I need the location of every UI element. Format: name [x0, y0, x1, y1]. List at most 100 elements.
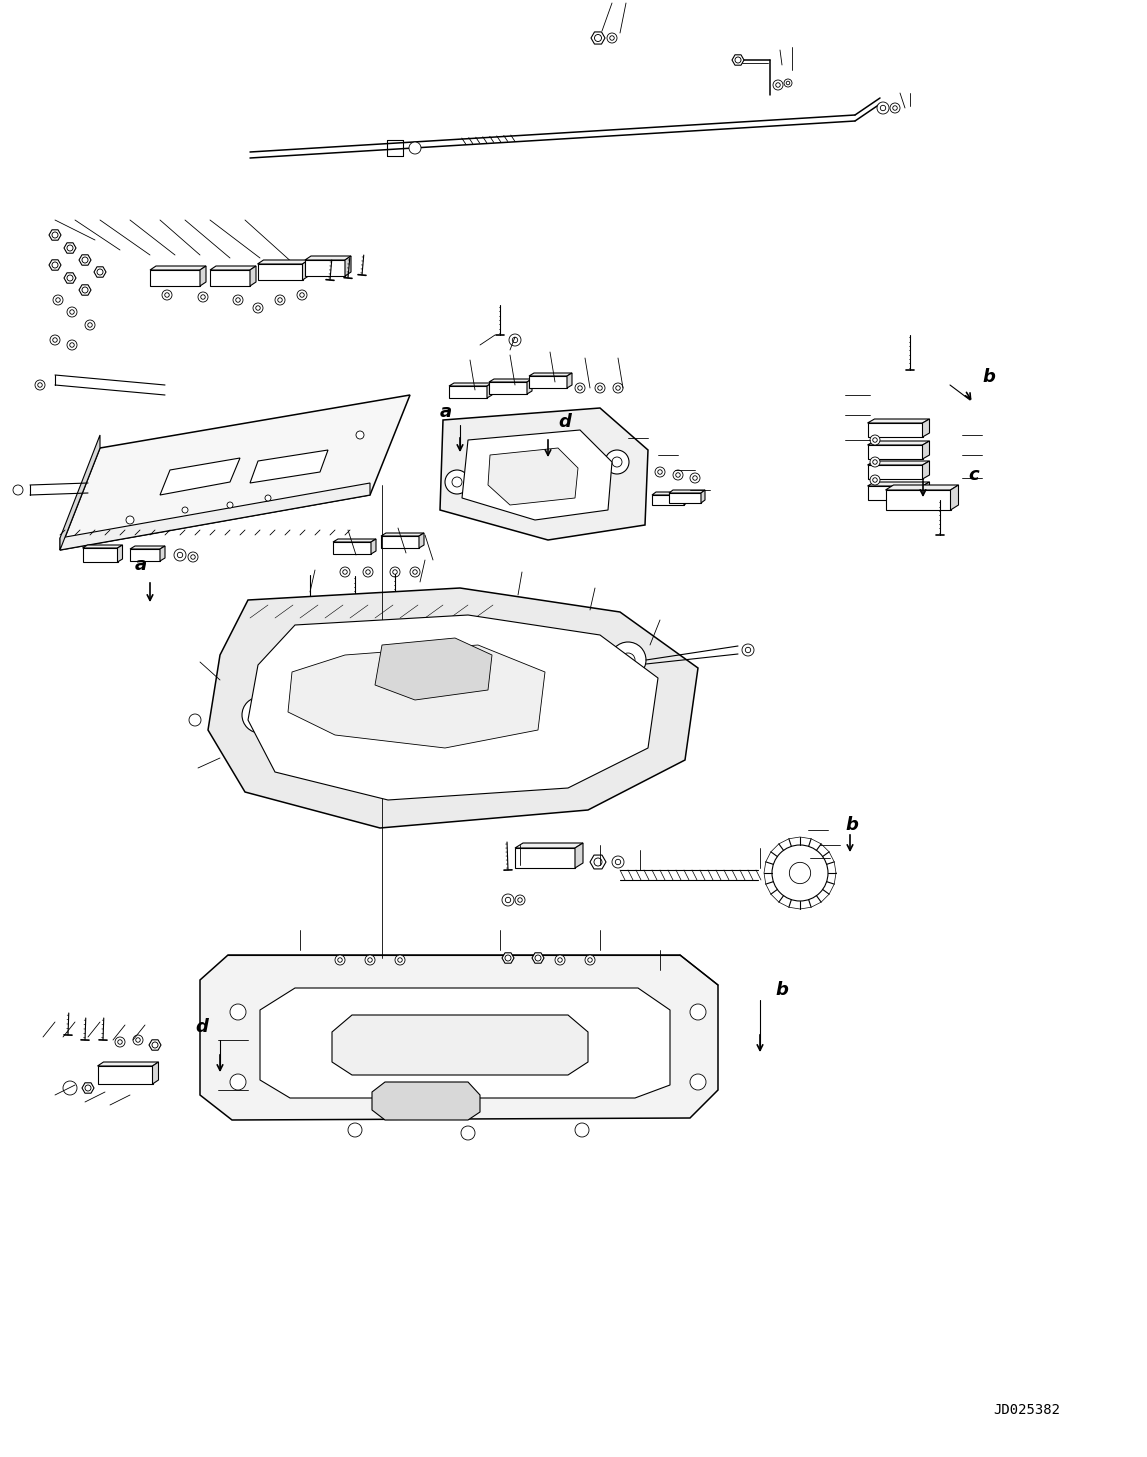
Text: a: a [135, 557, 147, 574]
Polygon shape [922, 420, 929, 437]
Polygon shape [515, 848, 575, 868]
Polygon shape [305, 256, 351, 259]
Polygon shape [867, 444, 922, 459]
Circle shape [612, 383, 623, 393]
Polygon shape [489, 379, 532, 382]
Circle shape [135, 1037, 140, 1042]
Circle shape [655, 468, 665, 476]
Circle shape [690, 1074, 707, 1090]
Circle shape [340, 567, 350, 577]
Circle shape [615, 860, 621, 864]
Circle shape [594, 858, 602, 865]
Polygon shape [81, 1083, 94, 1093]
Circle shape [362, 567, 373, 577]
Circle shape [67, 339, 77, 350]
Polygon shape [372, 1083, 479, 1120]
Polygon shape [419, 533, 424, 548]
Circle shape [242, 696, 278, 733]
Text: d: d [557, 412, 571, 431]
Text: b: b [775, 981, 788, 1000]
Circle shape [676, 472, 680, 478]
Polygon shape [669, 490, 705, 492]
Circle shape [506, 898, 510, 903]
Circle shape [366, 570, 370, 574]
Circle shape [786, 82, 790, 85]
Circle shape [555, 954, 565, 965]
Polygon shape [381, 533, 424, 536]
Polygon shape [49, 259, 61, 270]
Circle shape [153, 1042, 158, 1048]
Polygon shape [159, 546, 165, 561]
Circle shape [515, 895, 525, 905]
Polygon shape [333, 539, 376, 542]
Circle shape [56, 297, 61, 302]
Circle shape [673, 471, 682, 479]
Circle shape [610, 643, 646, 678]
Polygon shape [210, 270, 250, 286]
Circle shape [621, 653, 635, 667]
Circle shape [50, 335, 60, 345]
Polygon shape [922, 441, 929, 459]
Circle shape [118, 1040, 123, 1045]
Polygon shape [701, 490, 705, 503]
Circle shape [610, 36, 615, 41]
Circle shape [337, 957, 342, 962]
Polygon shape [149, 1040, 161, 1050]
Polygon shape [440, 408, 648, 541]
Circle shape [36, 380, 45, 390]
Circle shape [198, 291, 208, 302]
Polygon shape [303, 259, 309, 280]
Polygon shape [885, 490, 951, 510]
Text: c: c [325, 641, 336, 659]
Circle shape [409, 141, 421, 154]
Polygon shape [333, 542, 370, 554]
Circle shape [595, 383, 604, 393]
Circle shape [85, 1085, 91, 1091]
Circle shape [348, 1123, 362, 1136]
Polygon shape [867, 460, 929, 465]
Circle shape [461, 1126, 475, 1139]
Polygon shape [257, 264, 303, 280]
Circle shape [509, 334, 521, 345]
Circle shape [585, 954, 595, 965]
Circle shape [182, 507, 188, 513]
Circle shape [690, 474, 700, 484]
Circle shape [231, 1004, 245, 1020]
Circle shape [502, 895, 514, 906]
Polygon shape [97, 1062, 158, 1067]
Circle shape [392, 570, 397, 574]
Circle shape [505, 954, 512, 962]
Polygon shape [305, 259, 345, 275]
Circle shape [335, 954, 345, 965]
Polygon shape [567, 373, 572, 388]
Circle shape [227, 503, 233, 508]
Circle shape [773, 80, 783, 90]
Polygon shape [60, 395, 409, 549]
Circle shape [233, 294, 243, 305]
Polygon shape [867, 441, 929, 444]
Polygon shape [515, 844, 583, 848]
Text: a: a [440, 404, 452, 421]
Polygon shape [83, 545, 123, 548]
Polygon shape [64, 272, 76, 283]
Circle shape [871, 457, 880, 468]
Circle shape [746, 647, 750, 653]
Polygon shape [575, 844, 583, 868]
Circle shape [299, 293, 304, 297]
Circle shape [890, 103, 900, 114]
Polygon shape [684, 492, 688, 506]
Circle shape [871, 475, 880, 485]
Circle shape [587, 957, 592, 962]
Polygon shape [159, 457, 240, 495]
Circle shape [575, 383, 585, 393]
Circle shape [52, 262, 58, 268]
Polygon shape [375, 638, 492, 699]
Text: JD025382: JD025382 [993, 1403, 1060, 1418]
Polygon shape [248, 615, 658, 800]
Text: d: d [195, 1018, 208, 1036]
Polygon shape [487, 383, 492, 398]
Polygon shape [345, 256, 351, 275]
Circle shape [356, 431, 364, 439]
Circle shape [53, 294, 63, 305]
Circle shape [70, 342, 75, 347]
